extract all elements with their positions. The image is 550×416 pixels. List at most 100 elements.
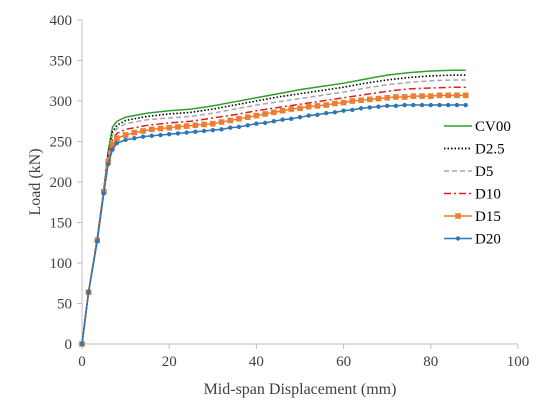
data-point: [332, 110, 338, 115]
data-point: [401, 94, 408, 100]
data-point: [306, 113, 311, 118]
data-point: [454, 92, 460, 99]
data-point: [367, 105, 372, 110]
y-tick-label: 300: [50, 94, 73, 110]
data-point: [350, 107, 355, 113]
data-point: [341, 108, 346, 113]
x-axis-title: Mid-span Displacement (mm): [204, 381, 397, 398]
data-point: [463, 102, 468, 108]
x-tick-label: 100: [507, 354, 530, 370]
data-point: [349, 98, 356, 104]
legend-item: D5: [444, 164, 493, 180]
data-point: [445, 92, 452, 99]
data-point: [105, 161, 111, 167]
data-point: [148, 126, 155, 133]
data-point: [437, 102, 442, 108]
data-point: [384, 94, 390, 101]
data-point: [228, 125, 233, 130]
data-point: [79, 341, 85, 347]
y-tick-label: 100: [50, 256, 73, 272]
legend-item: D10: [444, 187, 501, 203]
series-layer: [79, 69, 469, 347]
data-point: [157, 125, 164, 132]
data-point: [454, 102, 460, 108]
data-point: [446, 102, 451, 108]
data-point: [236, 116, 242, 122]
data-point: [410, 93, 417, 99]
data-point: [271, 119, 277, 124]
data-point: [419, 93, 425, 99]
data-point: [114, 135, 120, 142]
series-line: [81, 86, 466, 345]
data-point: [140, 128, 146, 134]
series-line: [81, 74, 466, 345]
data-point: [436, 92, 443, 99]
data-point: [297, 105, 303, 112]
data-point: [109, 141, 116, 148]
data-point: [402, 102, 407, 108]
data-point: [131, 129, 138, 136]
data-point: [184, 130, 189, 135]
data-point: [245, 123, 250, 128]
data-point: [227, 117, 234, 124]
data-point: [167, 132, 172, 137]
data-point: [158, 132, 163, 138]
legend-item: D2.5: [444, 142, 505, 158]
data-point: [253, 112, 260, 119]
data-point: [462, 92, 469, 99]
y-tick-label: 400: [50, 13, 73, 29]
data-point: [175, 124, 181, 130]
x-tick-label: 60: [336, 354, 351, 370]
data-point: [219, 127, 224, 132]
data-point: [201, 121, 207, 128]
data-point: [101, 191, 107, 196]
data-point: [419, 102, 425, 108]
legend-label: D15: [475, 209, 501, 225]
data-point: [236, 124, 242, 130]
data-point: [254, 121, 259, 126]
data-point: [289, 116, 294, 122]
legend-marker: [455, 213, 461, 219]
legend-label: D20: [475, 232, 501, 248]
series-d20: [79, 102, 468, 347]
data-point: [315, 112, 320, 117]
data-point: [210, 120, 216, 127]
legend-item: D15: [444, 209, 501, 225]
data-point: [288, 106, 295, 112]
y-tick-label: 150: [50, 216, 73, 232]
data-point: [366, 96, 373, 103]
legend-label: D5: [475, 164, 493, 180]
data-point: [175, 131, 181, 136]
data-point: [218, 119, 225, 125]
x-tick-label: 20: [162, 354, 177, 370]
data-point: [192, 122, 199, 129]
data-point: [340, 99, 347, 106]
data-point: [166, 124, 172, 131]
data-point: [86, 289, 91, 295]
data-point: [323, 102, 329, 108]
data-point: [323, 110, 329, 116]
data-point: [132, 136, 137, 141]
data-point: [262, 111, 268, 117]
data-point: [314, 103, 321, 109]
legend-label: CV00: [475, 119, 511, 135]
data-point: [332, 100, 338, 107]
data-point: [393, 94, 399, 100]
legend-label: D10: [475, 187, 501, 203]
data-point: [411, 102, 416, 108]
y-tick-label: 350: [50, 54, 73, 70]
data-point: [297, 115, 303, 120]
data-point: [385, 103, 390, 109]
data-point: [271, 109, 277, 116]
y-tick-label: 250: [50, 135, 73, 151]
legend: CV00 D2.5 D5 D10 D15 D20: [444, 119, 511, 248]
series-d10: [81, 86, 466, 345]
legend-item: D20: [444, 232, 501, 248]
series-line: [81, 94, 466, 345]
data-point: [95, 238, 100, 244]
y-tick-labels: 0 50 100 150 200 250 300 350 400: [50, 13, 82, 353]
data-point: [149, 133, 154, 139]
data-point: [122, 132, 129, 138]
data-point: [244, 114, 251, 120]
